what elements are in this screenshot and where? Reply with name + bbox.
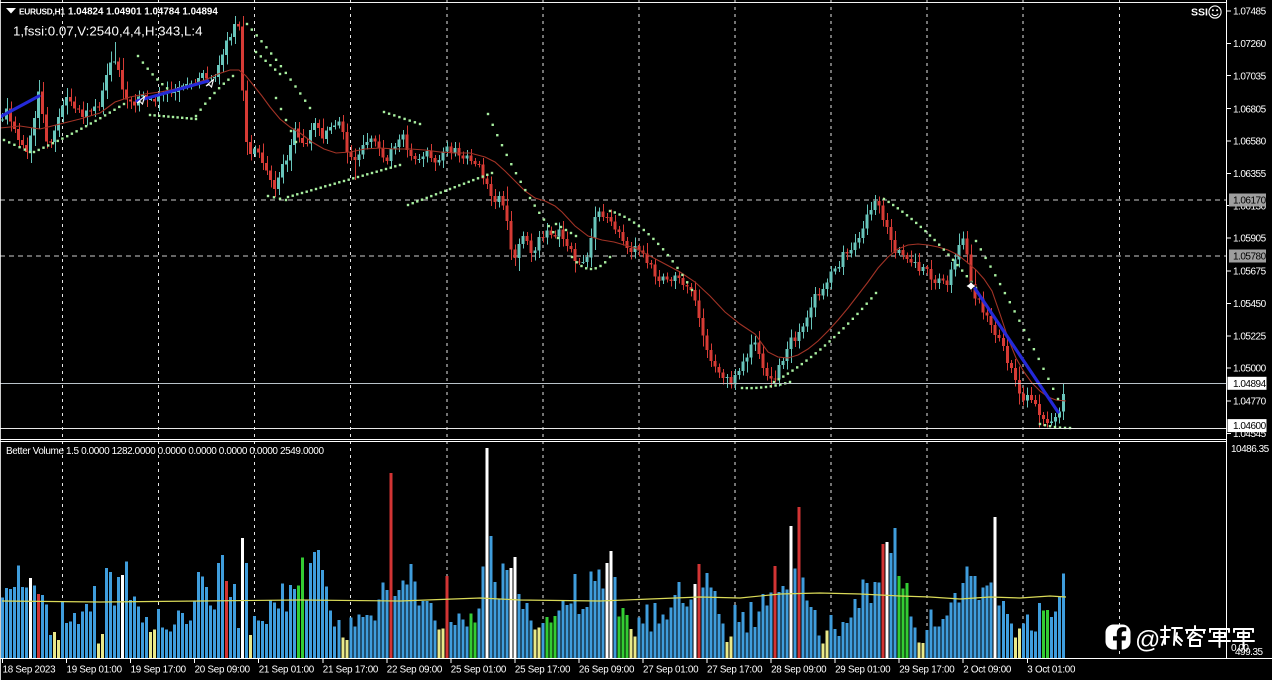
svg-text:2 Oct 09:00: 2 Oct 09:00 [963,665,1012,676]
svg-text:28 Sep 09:00: 28 Sep 09:00 [771,665,827,676]
svg-text:19 Sep 17:00: 19 Sep 17:00 [131,665,187,676]
svg-text:10486.35: 10486.35 [1231,444,1270,455]
svg-text:27 Sep 17:00: 27 Sep 17:00 [707,665,763,676]
svg-text:1.07260: 1.07260 [1233,39,1267,50]
svg-text:19 Sep 01:00: 19 Sep 01:00 [67,665,123,676]
svg-text:27 Sep 01:00: 27 Sep 01:00 [643,665,699,676]
svg-text:1.04770: 1.04770 [1233,397,1267,408]
svg-text:1.04600: 1.04600 [1233,421,1267,432]
svg-text:499.35: 499.35 [1235,647,1264,658]
svg-text:1.07485: 1.07485 [1233,7,1267,18]
svg-text:18 Sep 2023: 18 Sep 2023 [3,665,57,676]
svg-text:20 Sep 09:00: 20 Sep 09:00 [195,665,251,676]
svg-text:1.06805: 1.06805 [1233,104,1267,115]
svg-text:22 Sep 09:00: 22 Sep 09:00 [387,665,443,676]
svg-text:1.05905: 1.05905 [1233,234,1267,245]
svg-text:1.06355: 1.06355 [1233,169,1267,180]
svg-text:29 Sep 01:00: 29 Sep 01:00 [835,665,891,676]
svg-text:1.06170: 1.06170 [1233,196,1267,207]
svg-text:25 Sep 17:00: 25 Sep 17:00 [515,665,571,676]
svg-text:1,fssi:0.07,V:2540,4,4,H:343,L: 1,fssi:0.07,V:2540,4,4,H:343,L:4 [13,24,203,39]
svg-text:1.04824 1.04901 1.04784 1.0489: 1.04824 1.04901 1.04784 1.04894 [68,7,218,18]
svg-text:1.07035: 1.07035 [1233,71,1267,82]
svg-text:1.06580: 1.06580 [1233,137,1267,148]
svg-text:0.00: 0.00 [1231,643,1249,654]
svg-text:1.04545: 1.04545 [1233,429,1267,440]
svg-text:1.05780: 1.05780 [1233,252,1267,263]
svg-text:1.05450: 1.05450 [1233,299,1267,310]
svg-text:1.05225: 1.05225 [1233,331,1267,342]
svg-text:3 Oct 01:00: 3 Oct 01:00 [1027,665,1076,676]
svg-text:@: @ [1135,626,1160,654]
svg-text:29 Sep 17:00: 29 Sep 17:00 [899,665,955,676]
svg-text:21 Sep 01:00: 21 Sep 01:00 [259,665,315,676]
svg-text:26 Sep 09:00: 26 Sep 09:00 [579,665,635,676]
svg-text:1.05675: 1.05675 [1233,267,1267,278]
svg-text:EURUSD,H1: EURUSD,H1 [19,7,65,17]
svg-text:SSI: SSI [1191,7,1208,19]
svg-text:21 Sep 17:00: 21 Sep 17:00 [323,665,379,676]
svg-text:Better Volume 1.5 0.0000 1282.: Better Volume 1.5 0.0000 1282.0000 0.000… [6,446,324,457]
svg-text:25 Sep 01:00: 25 Sep 01:00 [451,665,507,676]
svg-text:1.04894: 1.04894 [1233,379,1267,390]
svg-text:1.06130: 1.06130 [1233,201,1267,212]
svg-text:1.05000: 1.05000 [1233,364,1267,375]
